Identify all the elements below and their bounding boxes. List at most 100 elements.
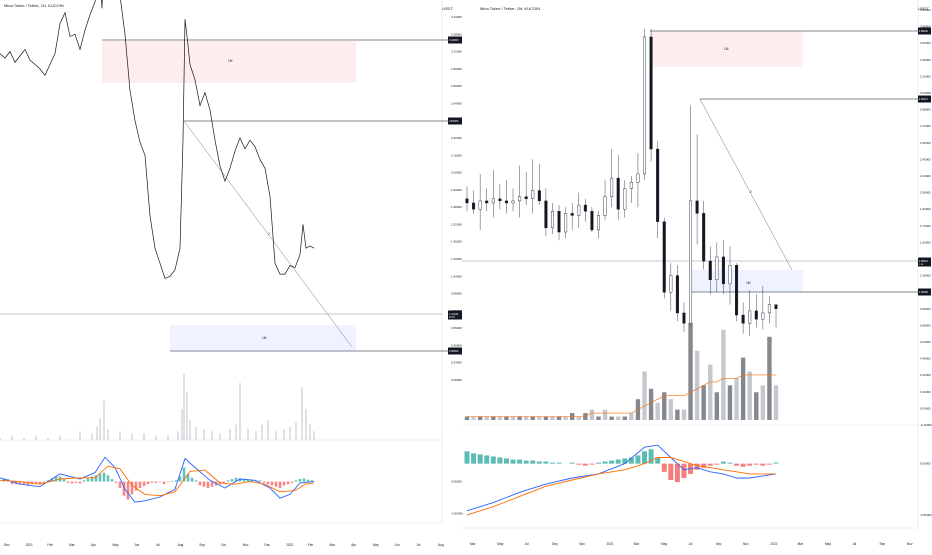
right-price-tick-label: 1.92000 bbox=[920, 207, 931, 211]
right-supply-zone-label: 1M bbox=[724, 47, 729, 51]
left-macd-histogram-bar bbox=[211, 482, 214, 487]
left-price-tick-label: 1.52000 bbox=[451, 222, 462, 226]
right-volume-bar bbox=[734, 378, 738, 420]
left-macd-histogram-bar bbox=[151, 482, 154, 483]
right-candle-body bbox=[492, 199, 495, 203]
left-time-tick-label: Dec bbox=[4, 543, 10, 547]
right-candle-body bbox=[768, 305, 771, 313]
left-price-tick-label: 2.64000 bbox=[451, 101, 462, 105]
left-volume-bar bbox=[12, 436, 13, 440]
right-candle-body bbox=[670, 276, 673, 293]
right-trendline bbox=[700, 99, 792, 270]
right-volume-bar bbox=[721, 330, 725, 420]
right-price-tick-label: 2.72000 bbox=[920, 124, 931, 128]
right-macd-histogram-bar bbox=[695, 464, 700, 470]
left-volume-bar bbox=[302, 387, 303, 440]
left-price-tick-label: 3.44000 bbox=[451, 15, 462, 19]
right-volume-bar bbox=[531, 417, 535, 420]
left-time-tick-label: Aug bbox=[438, 543, 444, 547]
right-macd-histogram-bar bbox=[754, 464, 759, 465]
left-volume-bar bbox=[184, 374, 185, 440]
right-time-tick-label: Sep bbox=[880, 542, 886, 546]
left-time-tick-label: Feb bbox=[308, 543, 314, 547]
left-demand-zone-label: 1M bbox=[262, 336, 267, 340]
right-candle-body bbox=[637, 174, 640, 182]
left-volume-bar bbox=[230, 429, 231, 440]
right-time-tick-label: Mar bbox=[798, 542, 804, 546]
right-candle-body bbox=[617, 178, 620, 209]
right-macd-tick-label: -0.50000 bbox=[920, 513, 932, 517]
left-time-tick-label: Feb bbox=[47, 543, 53, 547]
right-chart-title: Mina Token / Tether, 1M, KUCOIN bbox=[480, 6, 540, 11]
left-time-tick-label: Aug bbox=[178, 543, 184, 547]
right-candle-body bbox=[545, 201, 548, 228]
left-macd-histogram-bar bbox=[259, 480, 262, 481]
right-candle-body bbox=[604, 197, 607, 216]
left-time-tick-label: Nov bbox=[243, 543, 249, 547]
right-candle-body bbox=[676, 276, 679, 313]
right-volume-bar bbox=[504, 417, 508, 420]
right-macd-histogram-bar bbox=[616, 460, 621, 464]
right-volume-bar bbox=[761, 385, 765, 420]
right-volume-bar bbox=[728, 385, 732, 420]
right-price-tick-label: 2.08000 bbox=[920, 191, 931, 195]
right-trendline-label: 2 bbox=[750, 190, 752, 194]
left-macd-histogram-bar bbox=[111, 479, 114, 482]
left-volume-bar bbox=[204, 429, 205, 440]
right-candle-body bbox=[742, 315, 745, 323]
right-candle-body bbox=[591, 211, 594, 230]
left-macd-histogram-bar bbox=[263, 482, 266, 483]
right-macd-histogram-bar bbox=[708, 464, 713, 466]
left-volume-bar bbox=[100, 418, 101, 440]
right-price-tick-label: 2.40000 bbox=[920, 157, 931, 161]
right-macd-histogram-bar bbox=[491, 456, 496, 463]
right-candle-body bbox=[735, 265, 738, 315]
left-price-tick-label: 0.24000 bbox=[451, 361, 462, 365]
right-macd-histogram-bar bbox=[465, 451, 470, 463]
right-macd-histogram-bar bbox=[537, 462, 542, 464]
left-time-tick-label: Jun bbox=[134, 543, 139, 547]
left-time-tick-label: Jun bbox=[395, 543, 400, 547]
right-price-tick-label: 0.16000 bbox=[920, 390, 931, 394]
right-macd-histogram-bar bbox=[570, 463, 575, 464]
right-macd-histogram-bar bbox=[517, 460, 522, 464]
right-volume-bar bbox=[465, 417, 469, 420]
right-volume-bar bbox=[485, 417, 489, 420]
right-time-tick-label: Sep bbox=[552, 542, 558, 546]
right-volume-bar bbox=[708, 365, 712, 420]
left-macd-histogram-bar bbox=[91, 476, 94, 481]
left-macd-histogram-bar bbox=[71, 482, 74, 484]
left-price-tick-label: 0.88000 bbox=[451, 292, 462, 296]
right-macd-histogram-bar bbox=[662, 464, 667, 472]
left-supply-zone-label: 1M bbox=[228, 59, 233, 63]
right-volume-bar bbox=[623, 417, 627, 420]
left-macd-histogram-bar bbox=[195, 480, 198, 481]
right-macd-histogram-bar bbox=[760, 464, 765, 466]
right-candle-body bbox=[512, 201, 515, 203]
right-macd-histogram-bar bbox=[596, 463, 601, 464]
left-time-tick-label: Jul bbox=[156, 543, 160, 547]
right-candle-body bbox=[696, 201, 699, 213]
right-candle-body bbox=[755, 311, 758, 319]
right-price-tick-label: 1.76000 bbox=[920, 224, 931, 228]
right-candle-body bbox=[722, 257, 725, 284]
right-macd-fast-line bbox=[467, 445, 776, 511]
right-price-tick-label: 0.96000 bbox=[920, 307, 931, 311]
left-volume-bar bbox=[284, 429, 285, 440]
right-price-tick-label: 3.52000 bbox=[920, 41, 931, 45]
left-macd-histogram-bar bbox=[107, 475, 110, 481]
right-candle-body bbox=[630, 182, 633, 188]
left-quote-unit: USDT bbox=[442, 6, 453, 11]
right-volume-bar bbox=[655, 403, 659, 420]
left-volume-bar bbox=[60, 436, 61, 440]
left-time-tick-label: Dec bbox=[264, 543, 270, 547]
left-trendline-label: 2 bbox=[268, 232, 270, 236]
right-time-tick-label: Sep bbox=[716, 542, 722, 546]
left-macd-tick-label: -0.50000 bbox=[451, 512, 463, 516]
right-macd-histogram-bar bbox=[497, 457, 502, 463]
right-volume-bar bbox=[563, 417, 567, 420]
right-price-tick-label: 2.56000 bbox=[920, 141, 931, 145]
right-time-tick-label: 2022 bbox=[770, 542, 777, 546]
right-volume-bar bbox=[596, 417, 600, 420]
